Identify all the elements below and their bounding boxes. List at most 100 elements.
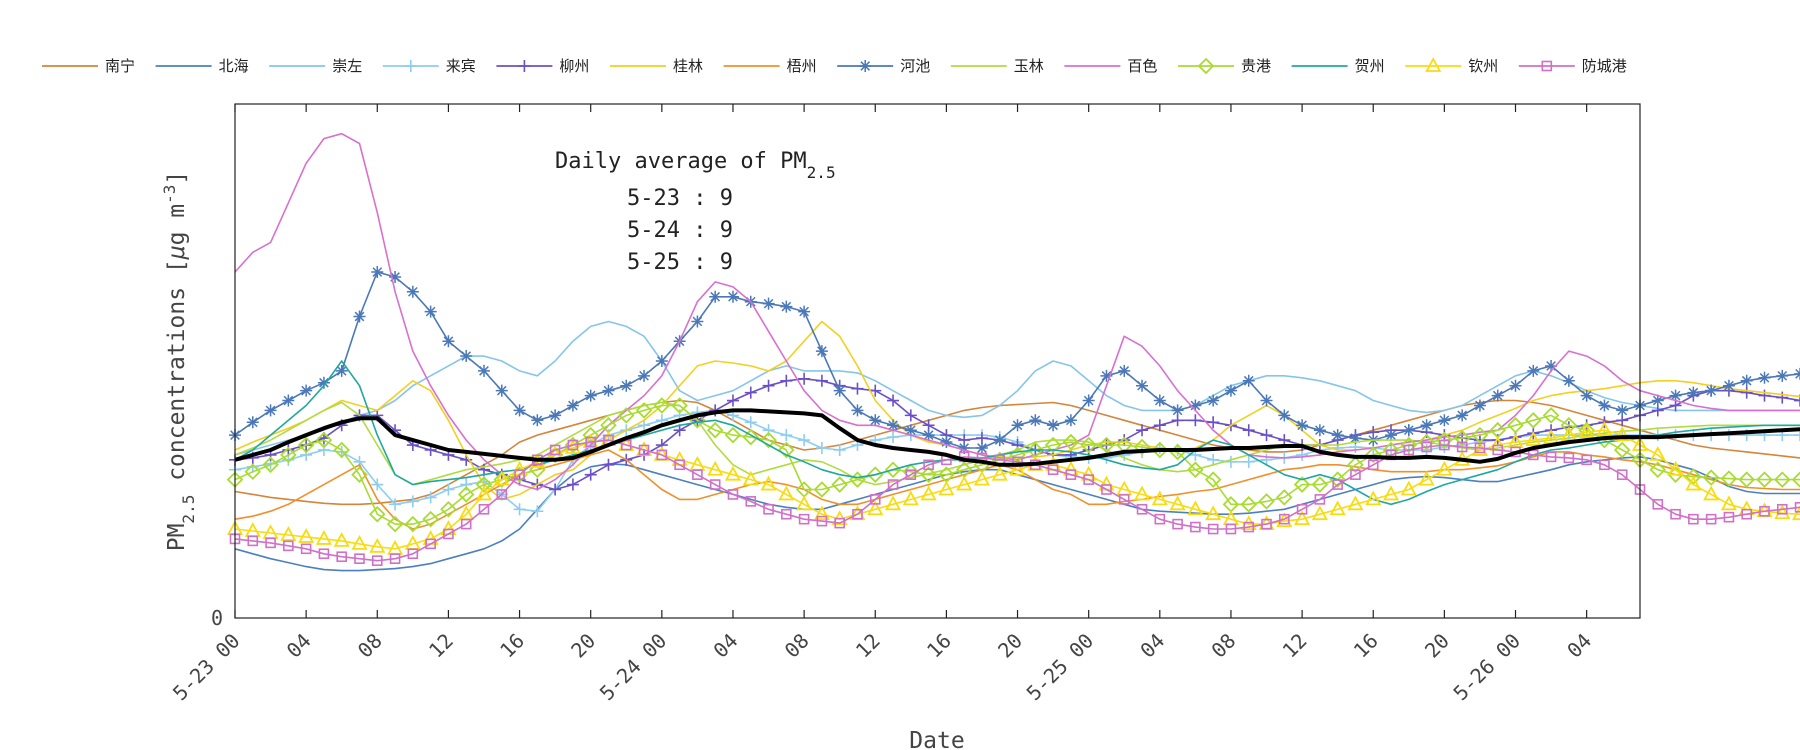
data-point xyxy=(638,419,651,432)
data-point xyxy=(422,510,439,528)
data-point xyxy=(692,469,703,480)
data-point xyxy=(1473,399,1486,412)
legend-item: 北海 xyxy=(155,57,249,75)
data-point xyxy=(407,548,419,560)
legend-item: 来宾 xyxy=(382,57,476,75)
data-point xyxy=(246,416,259,429)
data-point xyxy=(1224,455,1237,468)
data-point xyxy=(887,431,900,444)
data-point xyxy=(1350,469,1361,480)
data-point xyxy=(1242,374,1255,387)
data-point xyxy=(1382,485,1400,501)
data-point xyxy=(371,266,384,279)
data-point xyxy=(493,470,510,486)
data-point xyxy=(1525,412,1542,429)
legend-label: 来宾 xyxy=(446,57,476,75)
legend-item: 贺州 xyxy=(1291,57,1385,75)
data-point xyxy=(1614,426,1631,442)
x-tick-label: 12 xyxy=(1278,629,1312,663)
data-point xyxy=(1118,434,1131,447)
data-point xyxy=(938,480,955,496)
data-point xyxy=(1044,436,1062,454)
legend-label: 梧州 xyxy=(787,57,817,75)
data-point xyxy=(635,402,653,419)
legend-item: 百色 xyxy=(1064,57,1157,75)
data-point xyxy=(424,305,437,318)
x-tick-label: 08 xyxy=(780,629,814,663)
data-point xyxy=(922,429,935,442)
data-point xyxy=(351,534,368,550)
data-point xyxy=(584,468,597,481)
data-point xyxy=(956,475,973,491)
data-point xyxy=(1740,386,1753,399)
data-point xyxy=(973,470,990,486)
data-point xyxy=(816,515,828,527)
data-point xyxy=(1776,369,1789,382)
x-tick-label: 5-26 00 xyxy=(1448,629,1525,706)
data-point xyxy=(1293,476,1311,493)
data-point xyxy=(1756,471,1773,488)
legend-marker xyxy=(1541,60,1553,72)
data-point xyxy=(265,537,276,549)
data-point xyxy=(1242,455,1255,468)
x-tick-label: 20 xyxy=(1420,629,1454,663)
data-point xyxy=(333,441,350,459)
series-layer xyxy=(226,132,1800,572)
data-point xyxy=(514,469,525,480)
data-point xyxy=(760,475,777,491)
data-point xyxy=(1794,429,1800,442)
x-axis: 5-23 00 04 08 12 16 205-24 00 04 08 12 16 205-25 0… xyxy=(168,104,1596,705)
data-point xyxy=(1774,504,1791,520)
data-point xyxy=(884,461,902,479)
data-point xyxy=(283,540,294,552)
data-point xyxy=(442,483,455,496)
data-point xyxy=(1774,471,1791,488)
data-point xyxy=(475,476,493,493)
data-point xyxy=(655,355,668,367)
data-point xyxy=(1151,441,1169,459)
data-point xyxy=(264,404,277,417)
data-point xyxy=(781,508,792,520)
data-point xyxy=(1294,510,1311,526)
data-point xyxy=(280,526,297,541)
data-point xyxy=(778,485,795,501)
data-point xyxy=(460,518,472,530)
data-point xyxy=(351,466,368,483)
data-point xyxy=(282,394,295,407)
data-point xyxy=(1720,470,1738,487)
data-point xyxy=(958,441,971,454)
data-point xyxy=(851,404,864,417)
data-point xyxy=(707,460,724,476)
data-point xyxy=(887,479,899,490)
data-point xyxy=(1436,460,1453,476)
data-point xyxy=(478,503,490,515)
data-point xyxy=(1365,490,1382,506)
data-point xyxy=(1260,453,1273,466)
data-point xyxy=(1436,431,1453,449)
data-point xyxy=(852,508,863,520)
x-tick-label: 20 xyxy=(566,629,600,663)
data-point xyxy=(1758,371,1771,384)
data-point xyxy=(1492,444,1504,456)
data-point xyxy=(1456,409,1469,422)
annotation-box: Daily average of PM2.5 5-23 : 9 5-24 : 9… xyxy=(555,149,836,275)
data-point xyxy=(549,444,561,456)
data-point xyxy=(1296,419,1309,432)
data-point xyxy=(318,548,330,560)
data-point xyxy=(1133,438,1151,456)
data-point xyxy=(796,495,813,511)
legend-item: 玉林 xyxy=(950,57,1044,75)
legend-label: 百色 xyxy=(1127,57,1157,75)
x-tick-label: 04 xyxy=(282,629,316,663)
data-point xyxy=(244,463,262,480)
data-point xyxy=(495,384,508,397)
legend-item: 崇左 xyxy=(269,57,362,75)
legend-item: 防城港 xyxy=(1518,57,1627,75)
data-point xyxy=(513,404,526,417)
data-point xyxy=(1240,496,1258,513)
data-point xyxy=(709,290,722,303)
data-point xyxy=(920,485,937,501)
data-point xyxy=(993,434,1006,447)
annotation-line-1: 5-23 : 9 xyxy=(627,186,733,211)
legend-marker xyxy=(859,60,872,72)
